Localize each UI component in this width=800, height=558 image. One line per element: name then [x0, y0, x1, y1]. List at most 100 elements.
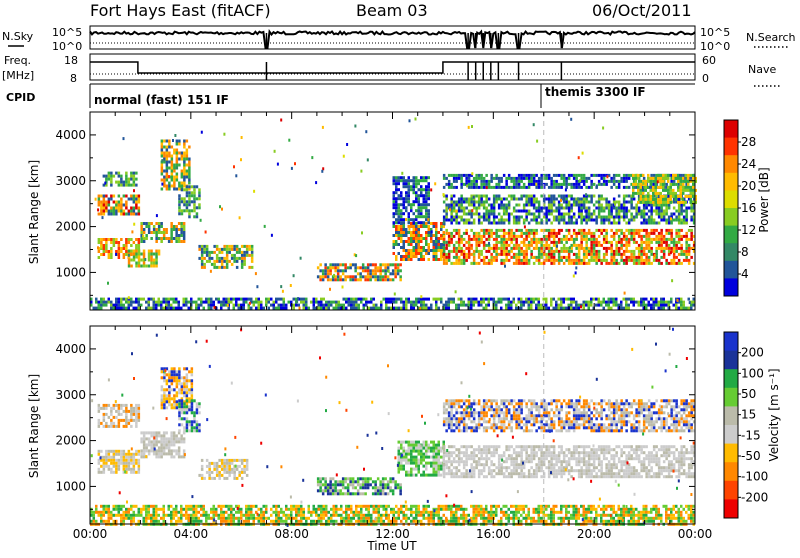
scatter-cell	[125, 238, 128, 241]
scatter-cell	[339, 278, 342, 281]
scatter-cell	[123, 419, 126, 422]
scatter-cell	[480, 186, 483, 189]
scatter-cell	[183, 176, 186, 179]
scatter-cell	[555, 235, 558, 238]
scatter-cell	[135, 425, 138, 428]
scatter-cell	[168, 437, 171, 440]
scatter-cell	[105, 238, 108, 241]
scatter-cell	[620, 229, 623, 232]
scatter-cell	[430, 237, 433, 240]
scatter-cell	[505, 198, 508, 201]
scatter-cell	[478, 198, 481, 201]
scatter-cell	[394, 272, 397, 275]
scatter-cell	[663, 216, 666, 219]
scatter-cell	[503, 244, 506, 247]
scatter-cell	[530, 183, 533, 186]
scatter-cell	[598, 195, 601, 198]
scatter-cell	[603, 216, 606, 219]
scatter-cell	[665, 262, 668, 265]
scatter-point	[271, 234, 273, 237]
scatter-cell	[583, 262, 586, 265]
scatter-cell	[528, 201, 531, 204]
scatter-cell	[518, 244, 521, 247]
scatter-cell	[208, 251, 211, 254]
scatter-cell	[655, 247, 658, 250]
scatter-cell	[393, 212, 396, 215]
scatter-cell	[518, 183, 521, 186]
scatter-cell	[660, 192, 663, 195]
scatter-cell	[220, 307, 223, 310]
scatter-cell	[652, 195, 655, 198]
scatter-cell	[578, 186, 581, 189]
scatter-cell	[228, 462, 231, 465]
scatter-cell	[430, 240, 433, 243]
scatter-cell	[181, 170, 184, 173]
scatter-cell	[585, 247, 588, 250]
scatter-cell	[125, 404, 128, 407]
scatter-cell	[384, 272, 387, 275]
scatter-cell	[163, 179, 166, 182]
scatter-cell	[523, 262, 526, 265]
scatter-cell	[675, 247, 678, 250]
scatter-cell	[258, 307, 261, 310]
scatter-cell	[640, 186, 643, 189]
scatter-cell	[183, 146, 186, 149]
scatter-cell	[166, 155, 169, 158]
scatter-cell	[384, 275, 387, 278]
scatter-cell	[243, 263, 246, 266]
scatter-cell	[133, 250, 136, 253]
scatter-cell	[118, 204, 121, 207]
scatter-cell	[538, 183, 541, 186]
scatter-cell	[503, 204, 506, 207]
scatter-cell	[513, 298, 516, 301]
scatter-cell	[133, 307, 136, 310]
scatter-cell	[633, 259, 636, 262]
scatter-cell	[613, 177, 616, 180]
scatter-cell	[528, 198, 531, 201]
scatter-cell	[170, 234, 173, 237]
scatter-cell	[183, 437, 186, 440]
scatter-cell	[399, 275, 402, 278]
scatter-cell	[668, 301, 671, 304]
scatter-cell	[568, 238, 571, 241]
scatter-cell	[508, 229, 511, 232]
colorbar-tick-label: 8	[741, 245, 749, 259]
scatter-cell	[191, 388, 194, 391]
scatter-cell	[550, 204, 553, 207]
scatter-cell	[375, 307, 378, 310]
scatter-cell	[483, 244, 486, 247]
scatter-cell	[347, 492, 350, 495]
scatter-cell	[625, 304, 628, 307]
scatter-cell	[398, 468, 401, 471]
scatter-cell	[465, 232, 468, 235]
scatter-cell	[550, 180, 553, 183]
scatter-cell	[525, 213, 528, 216]
scatter-cell	[345, 301, 348, 304]
scatter-cell	[374, 480, 377, 483]
colorbar-segment	[724, 173, 738, 191]
scatter-cell	[165, 443, 168, 446]
scatter-cell	[455, 229, 458, 232]
scatter-cell	[533, 195, 536, 198]
scatter-cell	[143, 262, 146, 265]
scatter-cell	[349, 480, 352, 483]
scatter-cell	[535, 307, 538, 310]
scatter-cell	[667, 192, 670, 195]
scatter-cell	[478, 232, 481, 235]
scatter-cell	[168, 304, 171, 307]
scatter-cell	[530, 301, 533, 304]
scatter-cell	[110, 407, 113, 410]
scatter-cell	[640, 213, 643, 216]
scatter-cell	[425, 203, 428, 206]
scatter-cell	[513, 247, 516, 250]
scatter-cell	[680, 207, 683, 210]
scatter-cell	[148, 231, 151, 234]
scatter-cell	[138, 307, 141, 310]
scatter-cell	[493, 201, 496, 204]
scatter-cell	[545, 174, 548, 177]
scatter-cell	[170, 440, 173, 443]
scatter-cell	[100, 241, 103, 244]
scatter-cell	[208, 465, 211, 468]
scatter-cell	[578, 256, 581, 259]
scatter-cell	[420, 225, 423, 228]
